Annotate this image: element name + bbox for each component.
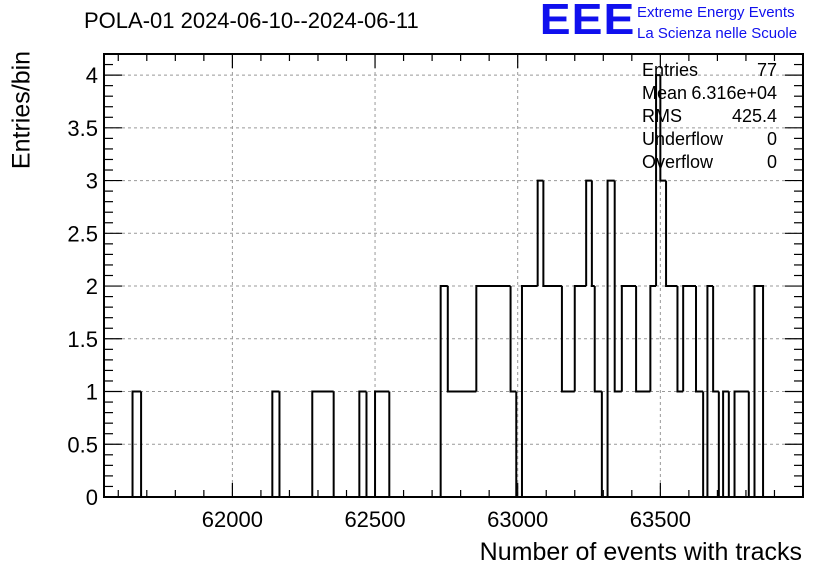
histogram-bin [682, 285, 697, 392]
stats-value: 0 [767, 129, 777, 149]
histogram-bin [695, 286, 704, 393]
logo-text-line1: Extreme Energy Events [637, 4, 795, 21]
histogram-bin [573, 285, 587, 392]
y-tick-label: 1.5 [67, 327, 98, 352]
stats-value: 77 [757, 60, 777, 80]
histogram-bin [374, 390, 390, 497]
grid [104, 54, 803, 497]
y-tick-label: 0 [86, 485, 98, 510]
stats-value: 0 [767, 152, 777, 172]
chart-title: POLA-01 2024-06-10--2024-06-11 [84, 8, 419, 33]
histogram-bin [665, 180, 678, 288]
histogram-bin [593, 286, 602, 393]
histogram-bin [733, 390, 749, 497]
stats-value: 425.4 [732, 106, 777, 126]
histogram-bin [722, 390, 729, 497]
logo-text-line2: La Scienza nelle Scuole [637, 25, 798, 42]
histogram-bin [446, 286, 477, 393]
x-tick-label: 62500 [344, 507, 405, 532]
histogram-bin [649, 285, 657, 392]
stats-label: Underflow [642, 129, 724, 149]
y-tick-label: 2 [86, 274, 98, 299]
histogram-bin [131, 390, 142, 497]
y-tick-label: 2.5 [67, 221, 98, 246]
stats-label: Overflow [642, 152, 714, 172]
histogram-bin [613, 180, 622, 393]
histogram-bin [676, 286, 684, 393]
axes: 62000 62500 63000 63500 0 0.5 1 1.5 2 2.5 3 3.5 4 [67, 53, 804, 532]
y-tick-label: 1 [86, 380, 98, 405]
x-tick-label: 63000 [487, 507, 548, 532]
y-tick-label: 3.5 [67, 116, 98, 141]
histogram-bin [439, 285, 448, 497]
plot-frame [103, 53, 804, 498]
histogram-bin [520, 285, 538, 497]
histogram-bin [620, 285, 637, 392]
y-axis-label: Entries/bin [7, 50, 36, 170]
histogram-bin [475, 285, 511, 392]
histogram-bin [509, 286, 517, 393]
eee-logo: EEE [539, 0, 636, 44]
histogram-bin [585, 179, 592, 287]
histogram-bin [753, 285, 765, 497]
histogram-bin [706, 285, 714, 497]
y-tick-label: 4 [86, 63, 98, 88]
histogram-bin [388, 391, 441, 498]
histogram-bin [358, 390, 367, 497]
x-tick-label: 62000 [202, 507, 263, 532]
x-tick-label: 63500 [630, 507, 691, 532]
histogram-bin [536, 179, 544, 287]
y-tick-label: 0.5 [67, 432, 98, 457]
histogram-bin [712, 286, 719, 393]
stats-label: RMS [642, 106, 682, 126]
histogram-bin [590, 180, 595, 288]
histogram-bin [606, 179, 615, 497]
x-axis-label: Number of events with tracks [479, 538, 802, 566]
stats-value: 6.316e+04 [691, 83, 777, 103]
histogram-bin [311, 390, 334, 497]
stats-box: Entries 77 Mean 6.316e+04 RMS 425.4 Underflow 0… [642, 60, 777, 172]
stats-label: Entries [642, 60, 698, 80]
histogram-bin [271, 390, 280, 497]
histogram-bin [635, 286, 651, 393]
y-tick-label: 3 [86, 169, 98, 194]
histogram-bin [560, 286, 575, 393]
stats-label: Mean [642, 83, 687, 103]
histogram-bin [655, 74, 661, 287]
histogram-bin [659, 75, 667, 182]
histogram-bin [542, 180, 562, 288]
